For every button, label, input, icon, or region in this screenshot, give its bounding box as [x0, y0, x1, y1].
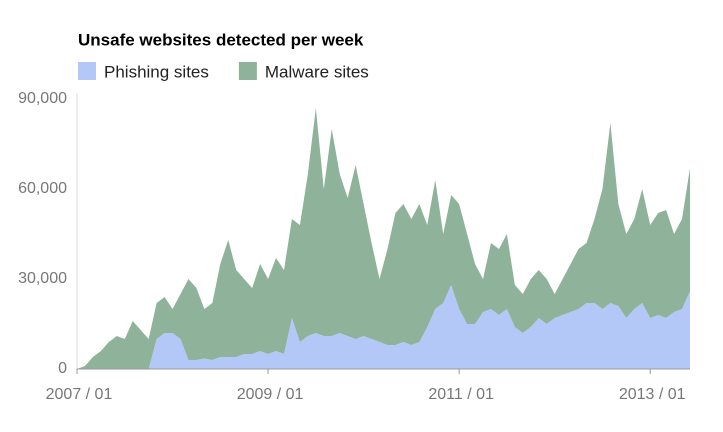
legend-swatch [238, 62, 257, 80]
x-tick-label: 2009 / 01 [237, 386, 304, 403]
y-tick-label: 0 [58, 360, 67, 377]
x-tick-label: 2013 / 01 [619, 386, 686, 403]
area [77, 285, 690, 369]
area [77, 108, 690, 369]
y-tick-label: 60,000 [18, 180, 67, 197]
y-tick-label: 90,000 [18, 90, 67, 107]
y-tick-label: 30,000 [18, 270, 67, 287]
legend-label: Phishing sites [104, 62, 209, 81]
legend-swatch [78, 62, 96, 80]
legend-label: Malware sites [265, 62, 369, 81]
chart-title: Unsafe websites detected per week [78, 30, 364, 49]
x-tick-label: 2011 / 01 [428, 386, 494, 403]
x-tick-label: 2007 / 01 [46, 386, 113, 403]
